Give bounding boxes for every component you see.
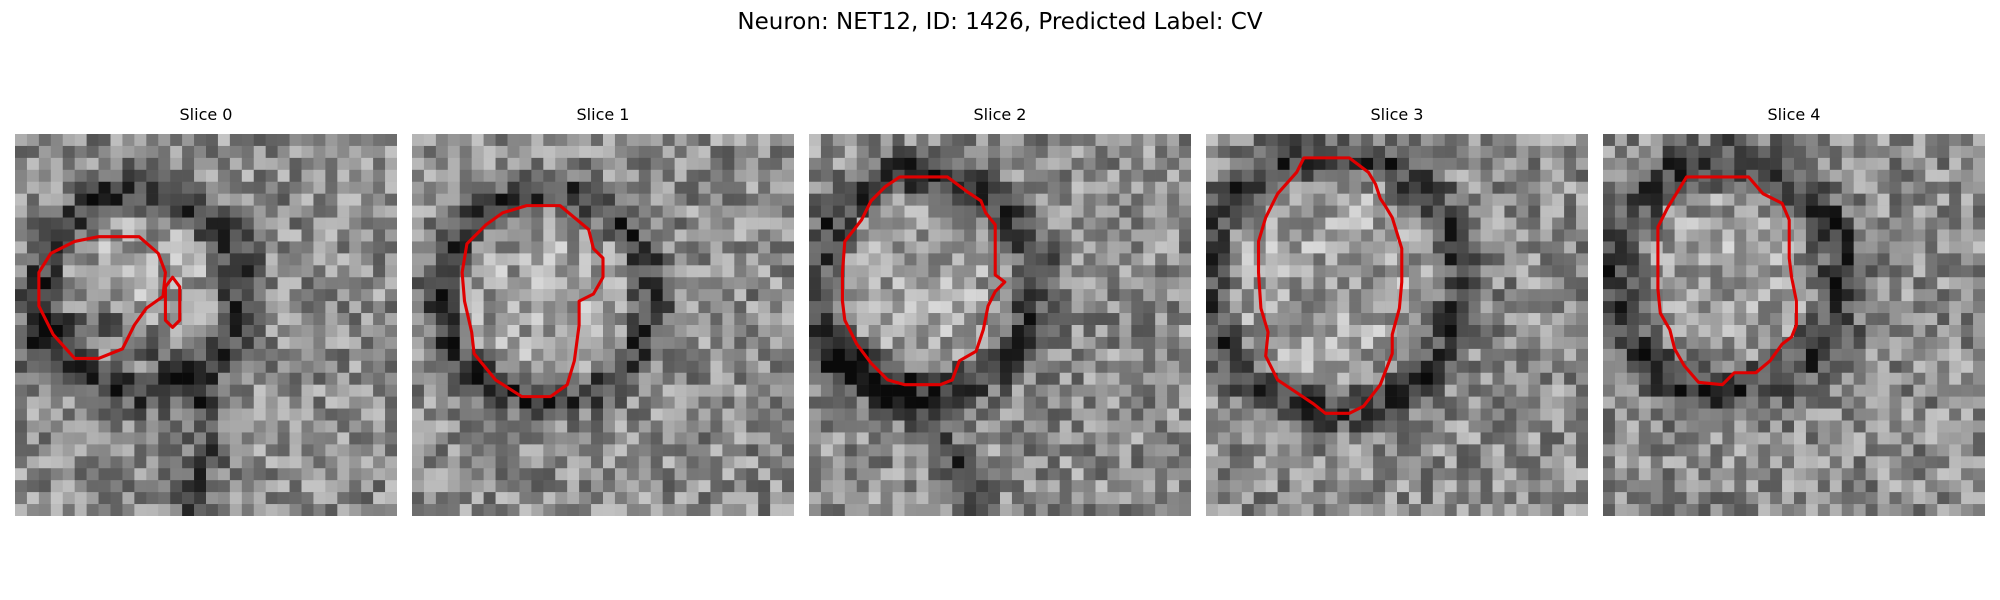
- slice-image: [1206, 134, 1588, 516]
- segmentation-contour: [840, 175, 1007, 387]
- slice-title: Slice 1: [576, 105, 630, 124]
- slice-title: Slice 0: [179, 105, 233, 124]
- slice-panel-4: Slice 4: [1603, 105, 1985, 516]
- micrograph-pixels: [412, 134, 794, 516]
- slice-image: [1603, 134, 1985, 516]
- slice-image: [809, 134, 1191, 516]
- segmentation-contour: [1656, 175, 1798, 387]
- slice-panel-3: Slice 3: [1206, 105, 1588, 516]
- segmentation-contour: [460, 204, 605, 399]
- slice-title: Slice 2: [973, 105, 1027, 124]
- segmentation-contour: [163, 275, 182, 329]
- slice-panel-0: Slice 0: [15, 105, 397, 516]
- slice-title: Slice 4: [1767, 105, 1821, 124]
- figure-title: Neuron: NET12, ID: 1426, Predicted Label…: [737, 9, 1263, 35]
- segmentation-contour: [1256, 156, 1404, 415]
- slice-image: [412, 134, 794, 516]
- micrograph-pixels: [1206, 134, 1588, 516]
- slice-title: Slice 3: [1370, 105, 1424, 124]
- segmentation-contour: [37, 235, 167, 360]
- slice-panel-2: Slice 2: [809, 105, 1191, 516]
- slice-image: [15, 134, 397, 516]
- micrograph-pixels: [15, 134, 397, 516]
- micrograph-pixels: [1603, 134, 1985, 516]
- micrograph-pixels: [809, 134, 1191, 516]
- slice-panel-1: Slice 1: [412, 105, 794, 516]
